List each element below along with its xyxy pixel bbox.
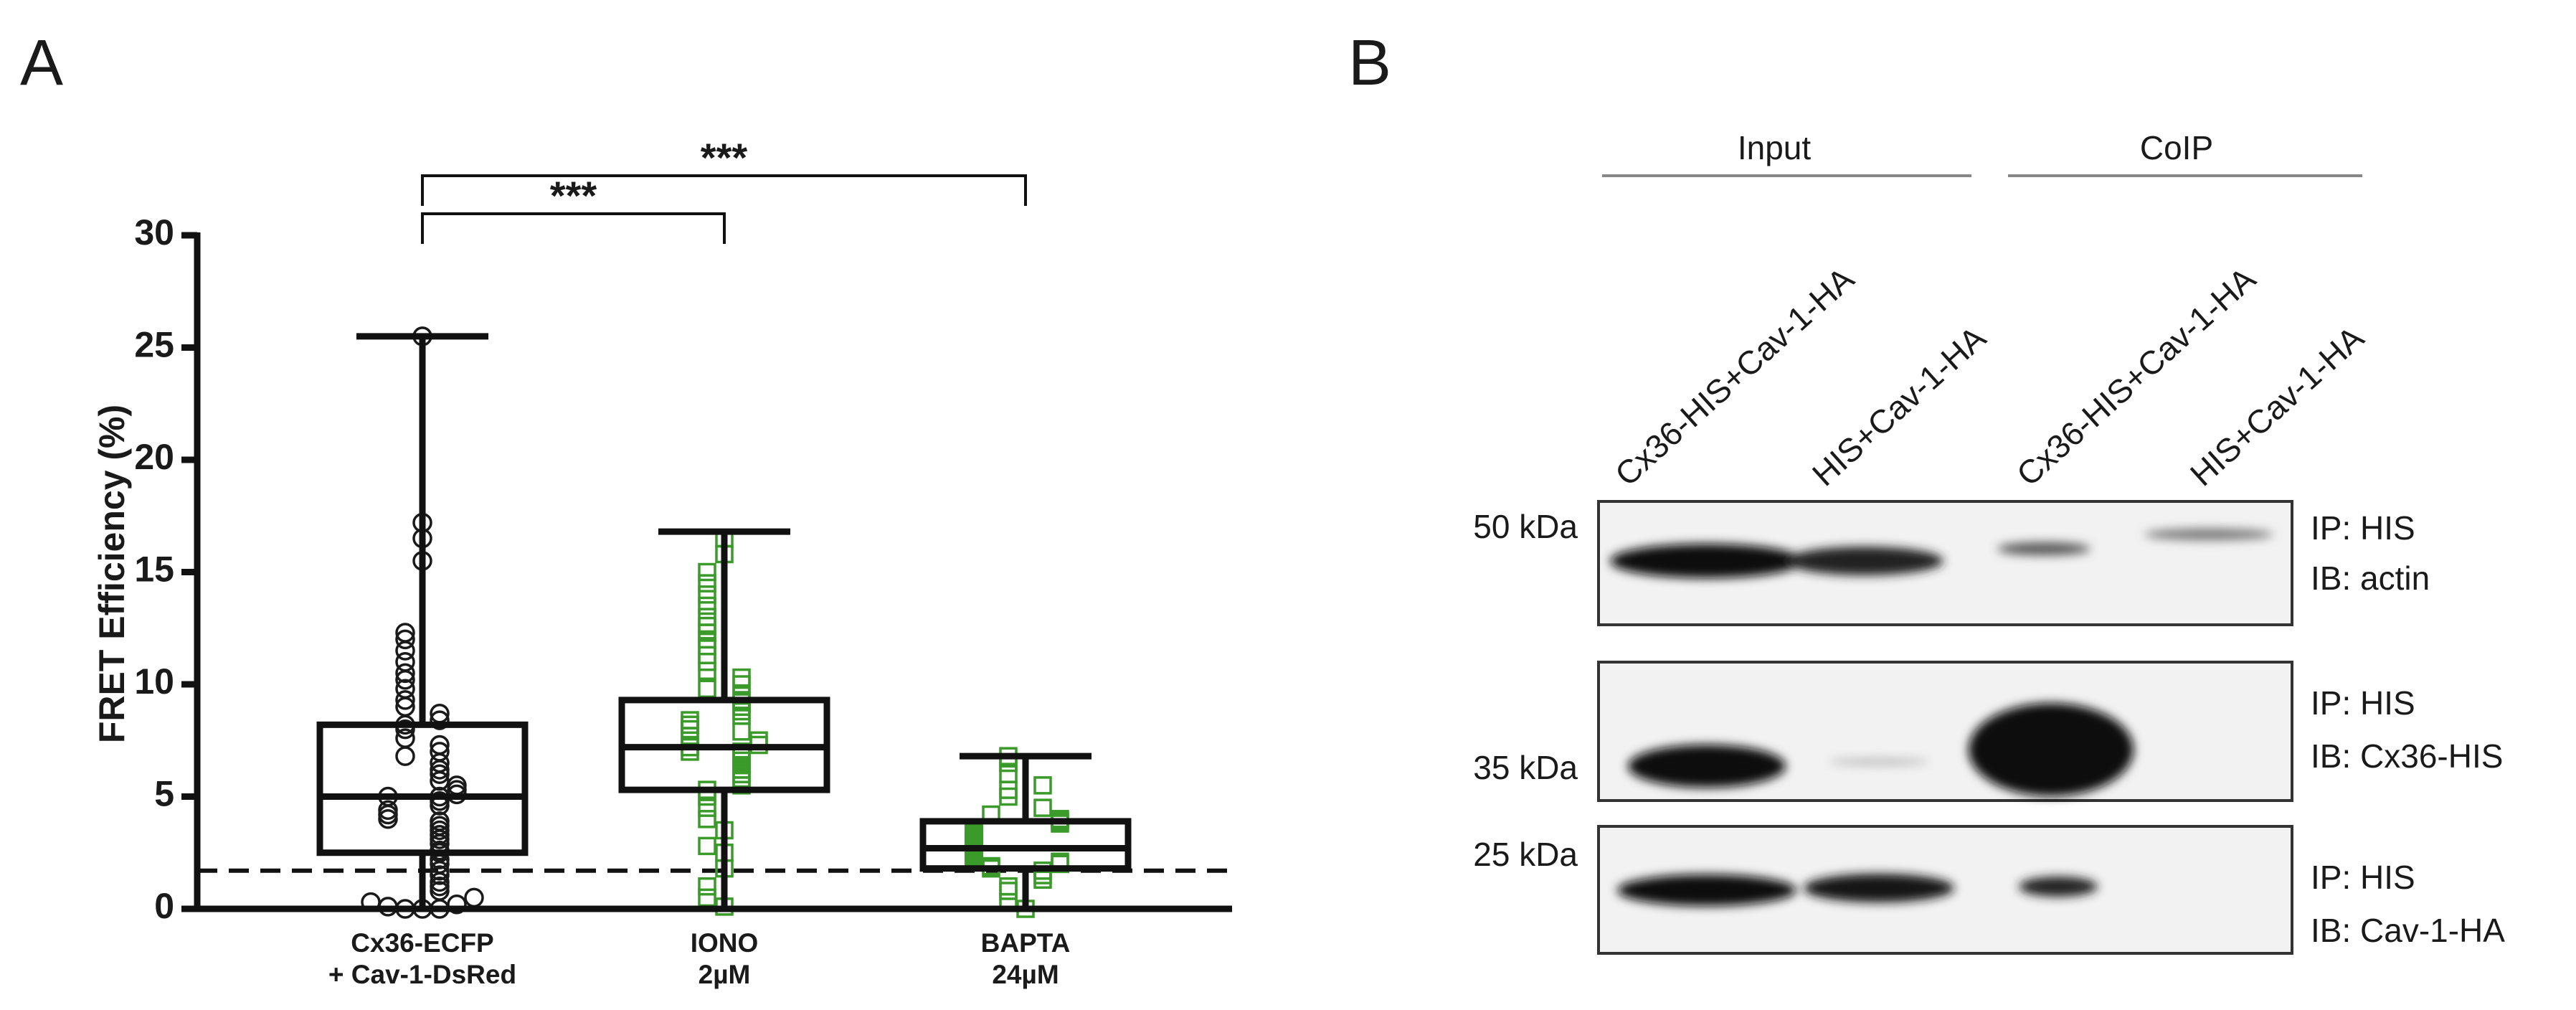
data-point	[464, 887, 484, 908]
data-point	[698, 585, 716, 604]
x-tick-label: 24µM	[992, 960, 1059, 989]
data-point	[395, 679, 415, 699]
y-tick-label: 10	[134, 661, 174, 702]
data-point	[999, 765, 1018, 783]
data-point	[999, 882, 1018, 900]
data-point	[681, 711, 699, 730]
x-tick-label: Cx36-ECFP	[351, 928, 493, 958]
data-point	[395, 728, 415, 748]
lane-label: HIS+Cav-1-HA	[2183, 318, 2371, 493]
data-point	[698, 836, 716, 856]
panel-label: B	[1348, 27, 1391, 99]
significance-bracket	[421, 212, 726, 244]
data-point	[698, 798, 716, 817]
data-point	[732, 722, 751, 741]
data-point	[395, 629, 415, 650]
y-tick-label: 0	[154, 886, 174, 926]
data-point	[447, 894, 467, 915]
data-point	[698, 679, 716, 699]
significance-label: ***	[701, 135, 748, 180]
data-point	[732, 668, 751, 687]
x-tick-label: 2µM	[699, 960, 751, 989]
significance-label: ***	[550, 173, 597, 218]
group-label: CoIP	[2140, 129, 2213, 166]
blot-label: IP: HIS	[2311, 509, 2415, 547]
x-tick-label: IONO	[691, 928, 759, 958]
significance-bracket	[421, 174, 1027, 206]
bands	[1610, 529, 2273, 906]
y-tick-label: 25	[134, 325, 174, 365]
y-tick-label: 5	[154, 774, 174, 814]
data-point	[698, 608, 716, 626]
data-point	[732, 686, 751, 705]
marker-label: 50 kDa	[1473, 508, 1578, 545]
data-point	[430, 742, 450, 762]
data-point	[732, 742, 751, 761]
panel-label: A	[20, 27, 63, 99]
data-point	[698, 596, 716, 615]
group-label: Input	[1738, 129, 1812, 166]
data-point	[395, 663, 415, 684]
data-point	[698, 877, 716, 896]
x-tick-label: BAPTA	[981, 928, 1071, 958]
marker-label: 35 kDa	[1473, 749, 1578, 786]
y-tick-label: 15	[134, 549, 174, 590]
data-point	[395, 746, 415, 766]
blot-label: IP: HIS	[2311, 859, 2415, 896]
blot-label: IP: HIS	[2311, 684, 2415, 722]
data-point	[395, 690, 415, 710]
data-point	[681, 715, 699, 735]
blot-label: IB: Cx36-HIS	[2311, 737, 2503, 775]
y-tick-label: 20	[134, 437, 174, 477]
lane-label: HIS+Cav-1-HA	[1805, 318, 1993, 493]
box	[316, 721, 529, 856]
blot-label: IB: actin	[2311, 560, 2430, 597]
data-point	[430, 811, 450, 831]
data-point	[698, 574, 716, 593]
data-point	[999, 877, 1018, 896]
box	[919, 818, 1132, 872]
data-point	[378, 800, 398, 821]
y-tick-label: 30	[134, 212, 174, 252]
data-point	[395, 623, 415, 643]
marker-label: 25 kDa	[1473, 836, 1578, 873]
x-tick-label: + Cav-1-DsRed	[328, 960, 516, 989]
blot-label: IB: Cav-1-HA	[2311, 912, 2505, 949]
data-point	[395, 651, 415, 672]
data-point	[430, 735, 450, 755]
y-axis-label: FRET Efficiency (%)	[92, 405, 132, 743]
data-point	[698, 810, 716, 829]
data-point	[698, 562, 716, 582]
data-point	[1033, 776, 1052, 795]
data-point	[430, 710, 450, 730]
data-point	[1033, 798, 1052, 817]
data-point	[698, 888, 716, 907]
